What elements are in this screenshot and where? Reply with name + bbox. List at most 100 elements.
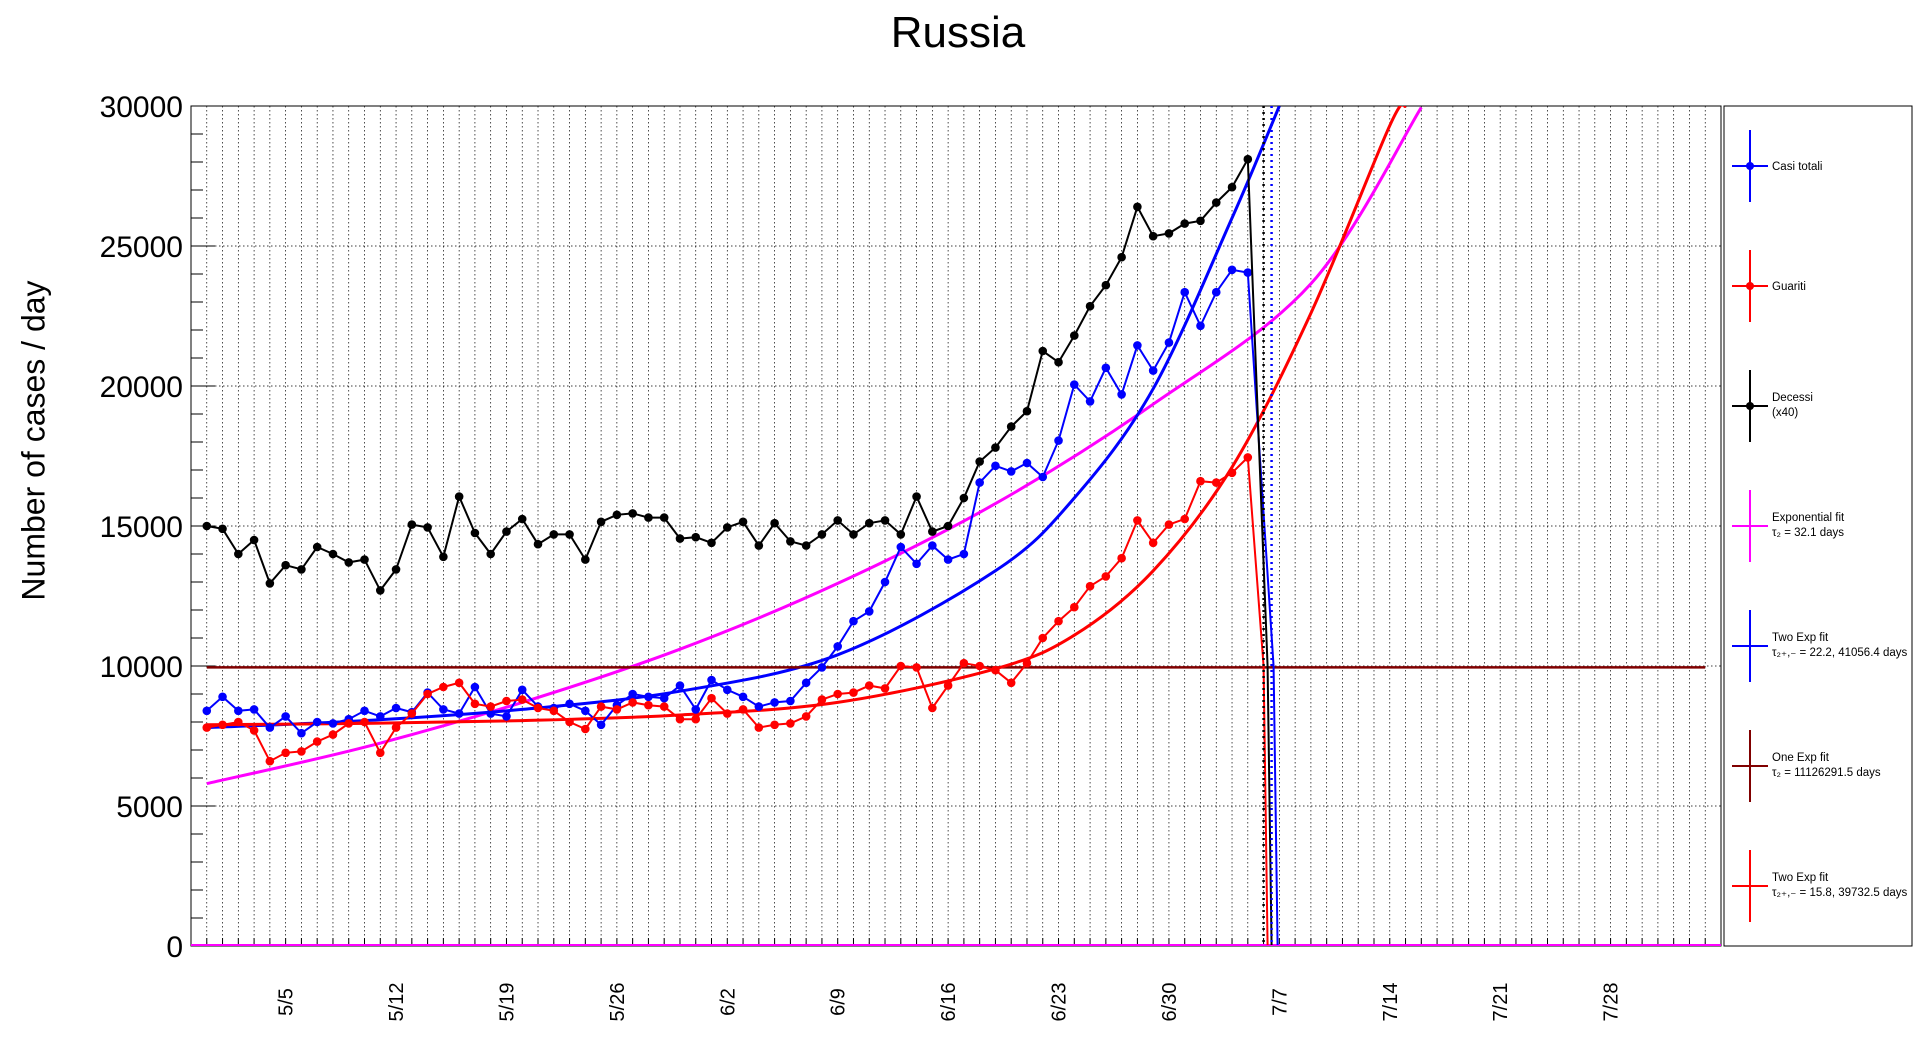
data-point — [328, 719, 338, 728]
legend-marker-point — [1746, 282, 1754, 290]
data-point — [249, 726, 259, 735]
legend-sublabel: τ₂₊,₋ = 15.8, 39732.5 days — [1772, 887, 1908, 899]
data-point — [707, 693, 716, 703]
data-point — [1227, 265, 1237, 275]
data-point — [1054, 436, 1063, 445]
data-point — [754, 723, 764, 732]
data-point — [864, 607, 874, 616]
data-point — [1196, 216, 1205, 226]
data-point — [896, 542, 906, 552]
data-point — [391, 565, 401, 574]
legend-label: Guariti — [1772, 281, 1806, 293]
data-point — [502, 527, 511, 536]
data-point — [281, 712, 290, 721]
data-point — [644, 700, 653, 710]
data-point — [1117, 390, 1126, 399]
data-point — [375, 712, 385, 721]
series-2 — [202, 154, 1273, 946]
data-point — [1227, 468, 1237, 478]
data-point — [754, 541, 764, 550]
data-point — [360, 717, 369, 727]
data-point — [265, 723, 275, 732]
data-point — [691, 714, 701, 724]
data-point — [581, 555, 590, 564]
data-point — [659, 693, 669, 703]
data-point — [234, 717, 243, 727]
data-point — [801, 541, 811, 550]
x-tick-label: 6/9 — [828, 988, 850, 1016]
data-point — [218, 720, 227, 730]
data-point — [1101, 280, 1111, 290]
x-tick-label: 5/5 — [276, 988, 298, 1016]
x-tick-label: 7/7 — [1269, 988, 1291, 1016]
data-point — [1022, 458, 1032, 468]
data-point — [959, 658, 969, 668]
data-point — [612, 705, 622, 714]
legend-sublabel: τ₂ = 32.1 days — [1772, 527, 1844, 539]
x-tick-label: 6/23 — [1049, 983, 1071, 1022]
series-drop-line — [1246, 159, 1273, 946]
data-point — [1180, 287, 1190, 297]
legend-sublabel: (x40) — [1772, 407, 1798, 419]
data-point — [943, 555, 953, 564]
data-point — [912, 663, 921, 672]
data-point — [344, 719, 354, 728]
data-point — [849, 616, 858, 626]
data-point — [1022, 658, 1032, 668]
data-point — [612, 510, 622, 520]
data-point — [1227, 182, 1237, 192]
data-point — [533, 539, 543, 549]
y-tick-label: 5000 — [116, 791, 183, 824]
data-point — [1038, 346, 1048, 356]
y-tick-label: 30000 — [100, 91, 183, 124]
data-point — [786, 696, 795, 706]
data-point — [517, 514, 527, 524]
data-point — [439, 682, 448, 692]
data-point — [454, 709, 464, 718]
y-axis-ticks: 0 5000 10000 15000 20000 25000 30000 — [100, 91, 215, 964]
data-point — [722, 685, 732, 695]
data-point — [1069, 331, 1079, 340]
data-point — [738, 517, 748, 527]
legend-marker-point — [1746, 402, 1754, 410]
data-point — [1101, 363, 1111, 373]
data-point — [297, 565, 306, 574]
data-point — [470, 682, 480, 692]
data-point — [596, 720, 606, 730]
data-point — [265, 756, 275, 766]
data-point — [1006, 678, 1016, 688]
plot-area — [202, 106, 1706, 946]
data-point — [628, 509, 637, 518]
data-point — [959, 549, 969, 559]
x-tick-label: 5/12 — [386, 983, 408, 1022]
data-point — [880, 577, 890, 587]
data-point — [1164, 520, 1174, 529]
data-point — [1038, 633, 1048, 643]
data-point — [691, 532, 701, 542]
data-point — [1038, 472, 1048, 482]
chart-title: Russia — [890, 8, 1026, 57]
legend-label: Two Exp fit — [1772, 632, 1829, 644]
data-point — [1196, 476, 1205, 486]
data-point — [454, 678, 464, 688]
data-point — [565, 530, 574, 539]
data-point — [265, 579, 275, 588]
data-point — [1069, 380, 1079, 389]
data-point — [770, 518, 779, 528]
data-point — [423, 689, 432, 699]
data-point — [754, 702, 764, 711]
data-point — [1054, 616, 1063, 626]
data-point — [770, 720, 779, 730]
data-point — [407, 520, 417, 529]
data-point — [659, 513, 669, 522]
data-point — [596, 702, 606, 711]
data-point — [391, 723, 401, 732]
data-point — [975, 661, 984, 671]
data-point — [896, 661, 906, 671]
data-point — [849, 688, 858, 697]
data-point — [1085, 581, 1095, 591]
data-point — [202, 521, 212, 531]
data-point — [1164, 229, 1174, 238]
